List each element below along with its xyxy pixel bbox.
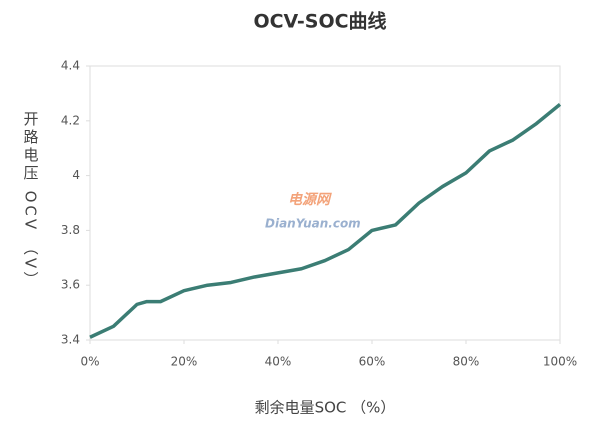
watermark: DianYuan.com <box>265 217 361 231</box>
x-tick-label: 20% <box>171 355 198 369</box>
y-tick-label: 4.2 <box>61 113 80 127</box>
ocv-line <box>89 103 562 339</box>
x-axis-label: 剩余电量SOC （%） <box>255 399 396 417</box>
chart-title: OCV-SOC曲线 <box>253 10 386 33</box>
y-tick-label: 3.6 <box>61 278 80 292</box>
watermark: 电源网 <box>288 191 332 208</box>
y-axis-label: 开路电压 OCV （V） <box>22 111 40 289</box>
x-tick-label: 60% <box>359 355 386 369</box>
x-tick-label: 80% <box>453 355 480 369</box>
x-tick-label: 0% <box>80 355 99 369</box>
x-tick-label: 100% <box>543 355 577 369</box>
y-tick-label: 3.8 <box>61 223 80 237</box>
x-tick-label: 40% <box>265 355 292 369</box>
plot-frame <box>89 65 561 341</box>
y-tick-label: 4.4 <box>61 59 80 73</box>
y-tick-label: 3.4 <box>61 333 80 347</box>
y-tick-label: 4 <box>72 168 80 182</box>
